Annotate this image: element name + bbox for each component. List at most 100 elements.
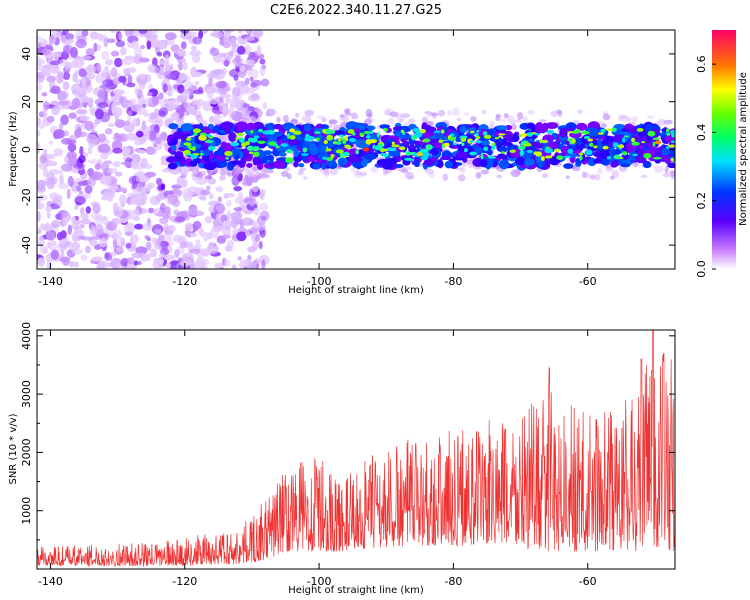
heatmap-cell [46, 115, 55, 123]
heatmap-cell [126, 257, 135, 265]
heatmap-cell [57, 71, 65, 79]
heatmap-panel: -140 -120 -100 -80 -60 -40 -20 0 20 40 Height of … [8, 29, 676, 296]
heatmap-cell [247, 246, 256, 253]
heatmap-cell [66, 139, 77, 145]
heatmap-cell [576, 122, 588, 131]
heatmap-cell [146, 40, 152, 50]
heatmap-cell [42, 224, 53, 232]
heatmap-cell [225, 157, 229, 160]
heatmap-cell [42, 167, 49, 178]
heatmap-cell [539, 139, 543, 144]
heatmap-cell [68, 261, 75, 268]
heatmap-cell [408, 123, 417, 130]
heatmap-cell [469, 140, 474, 143]
heatmap-cell [535, 122, 544, 132]
heatmap-cell [247, 69, 259, 80]
heatmap-cell [597, 168, 603, 175]
heatmap-cell [298, 162, 305, 168]
heatmap-ytick-label: 40 [20, 47, 33, 61]
heatmap-cell [261, 259, 266, 269]
heatmap-cell [166, 84, 173, 92]
heatmap-cell [511, 123, 517, 131]
heatmap-cell [435, 133, 445, 139]
heatmap-cell [81, 30, 89, 37]
heatmap-cell [45, 230, 56, 241]
heatmap-ytick-label: -20 [20, 188, 33, 206]
heatmap-xtick-label: -80 [444, 275, 462, 288]
heatmap-cell [302, 176, 308, 180]
heatmap-cell [320, 145, 328, 154]
heatmap-cell [185, 137, 192, 141]
heatmap-cell [273, 160, 286, 169]
snr-ytick-label: 1000 [20, 497, 33, 525]
heatmap-cell [365, 139, 372, 145]
heatmap-cell [90, 201, 100, 208]
heatmap-cell [262, 150, 273, 156]
heatmap-cell [526, 149, 533, 154]
heatmap-cell [41, 48, 51, 56]
colorbar-gradient [712, 30, 736, 269]
heatmap-cell [94, 163, 101, 171]
heatmap-cell [515, 157, 526, 166]
heatmap-cell [404, 134, 412, 139]
heatmap-cell [135, 130, 144, 138]
heatmap-cell [521, 116, 528, 121]
heatmap-cell [51, 220, 61, 228]
heatmap-cell [442, 173, 449, 182]
heatmap-cell [438, 139, 444, 144]
heatmap-cell [517, 112, 524, 120]
heatmap-cell [136, 193, 142, 204]
heatmap-cell [576, 128, 580, 133]
heatmap-cell [213, 203, 226, 214]
heatmap-cell [149, 130, 157, 141]
heatmap-cell [204, 216, 213, 224]
heatmap-cell [131, 234, 139, 244]
heatmap-cell [299, 167, 306, 172]
heatmap-cell [59, 256, 71, 263]
heatmap-cell [77, 68, 87, 77]
heatmap-peak-cell [520, 133, 527, 138]
heatmap-cell [559, 127, 568, 138]
heatmap-cell [107, 123, 115, 128]
heatmap-cell [107, 232, 118, 238]
heatmap-cell [405, 171, 415, 180]
heatmap-cell [37, 117, 42, 126]
heatmap-cell [224, 150, 233, 157]
heatmap-cell [220, 214, 228, 222]
heatmap-cell [63, 130, 69, 137]
heatmap-cell [568, 131, 573, 134]
heatmap-cell [236, 132, 245, 136]
heatmap-cell [321, 162, 327, 170]
heatmap-cell [544, 147, 553, 154]
heatmap-cell [455, 167, 464, 171]
heatmap-cell [235, 80, 242, 88]
heatmap-cell [146, 30, 159, 35]
heatmap-cell [104, 84, 111, 94]
heatmap-cell [498, 138, 504, 143]
heatmap-cell [328, 119, 338, 125]
heatmap-cell [245, 176, 253, 187]
heatmap-cell [114, 171, 123, 177]
heatmap-cell [605, 128, 613, 132]
heatmap-cell [200, 189, 211, 196]
heatmap-cell [156, 40, 168, 50]
heatmap-cell [314, 141, 320, 146]
heatmap-cell [37, 47, 42, 53]
heatmap-cell [547, 141, 559, 149]
heatmap-cell [670, 170, 675, 177]
heatmap-cell [665, 146, 671, 149]
heatmap-cell [239, 137, 245, 143]
heatmap-cell [80, 218, 92, 225]
heatmap-cell [194, 80, 200, 86]
heatmap-cell [165, 262, 172, 269]
heatmap-cell [216, 113, 226, 119]
heatmap-cell [133, 260, 139, 266]
heatmap-cell [204, 140, 214, 144]
heatmap-cell [78, 56, 85, 66]
snr-series-line [37, 330, 675, 568]
heatmap-cell [179, 178, 188, 188]
heatmap-cell [294, 113, 300, 118]
heatmap-cell [233, 207, 243, 212]
heatmap-cell [63, 30, 69, 35]
heatmap-cell [581, 171, 588, 179]
